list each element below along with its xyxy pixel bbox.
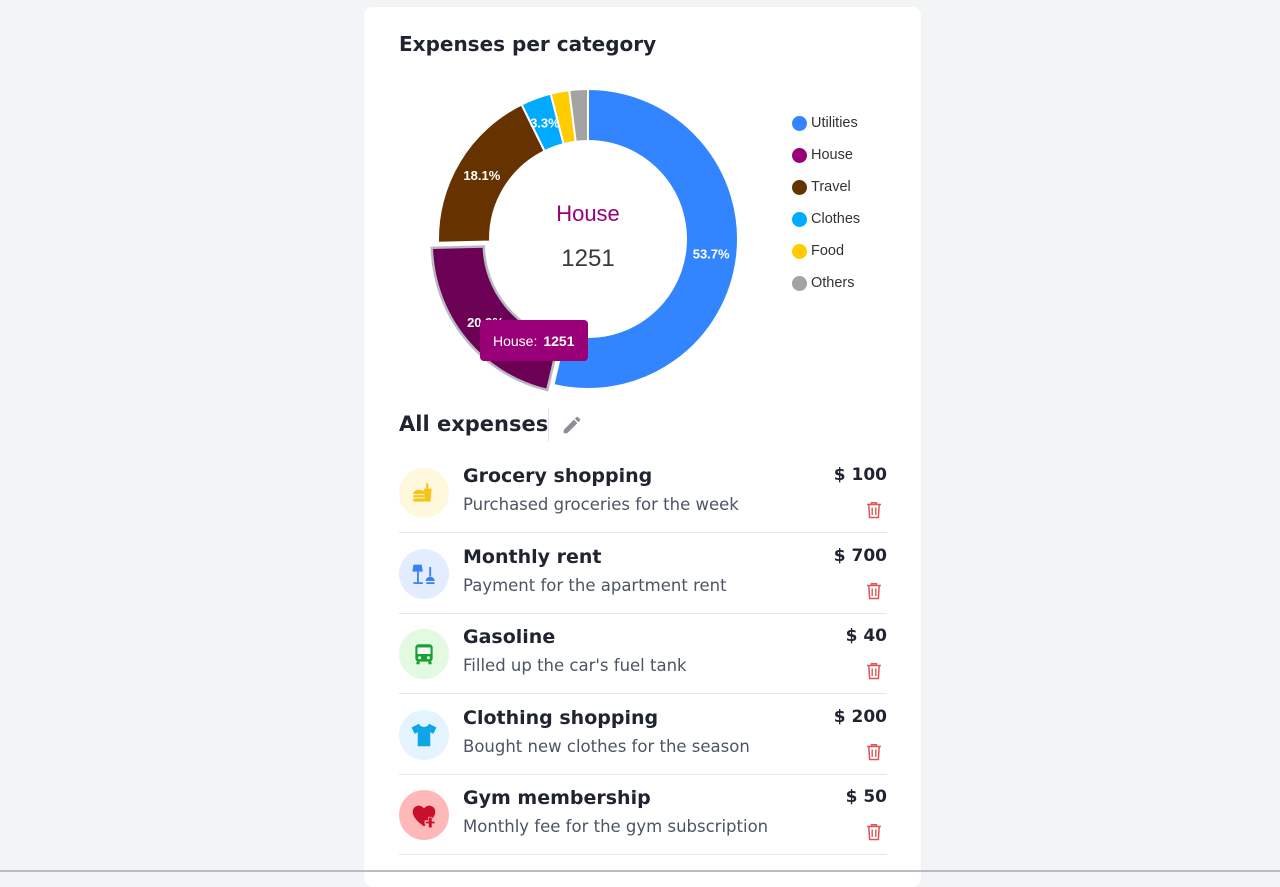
tshirt-icon <box>399 709 449 760</box>
slice-label-clothes: 3.3% <box>530 116 560 131</box>
expense-description: Monthly fee for the gym subscription <box>463 817 769 837</box>
legend-item-house[interactable]: House <box>792 139 860 171</box>
legend-dot-icon <box>792 115 807 131</box>
legend-dot-icon <box>792 275 807 291</box>
chart-legend: Utilities House Travel Clothes Food Others <box>792 107 860 299</box>
pencil-icon <box>563 416 581 434</box>
expense-title: Clothing shopping <box>463 706 659 729</box>
delete-expense-button[interactable] <box>865 742 883 762</box>
legend-label: Utilities <box>811 115 858 131</box>
legend-label: Clothes <box>811 211 861 227</box>
delete-expense-button[interactable] <box>865 500 883 520</box>
legend-label: Food <box>811 243 845 259</box>
legend-item-food[interactable]: Food <box>792 235 860 267</box>
expense-amount: $ 700 <box>833 545 887 566</box>
chart-center-value: 1251 <box>561 245 614 272</box>
expense-row[interactable]: Monthly rent Payment for the apartment re… <box>399 534 887 614</box>
expenses-card: Expenses per category 53.7%20.9%18.1%3.3… <box>364 7 921 887</box>
page-bottom-border <box>0 870 1280 872</box>
tooltip-value: 1251 <box>543 332 575 349</box>
expense-row[interactable]: Clothing shopping Bought new clothes for … <box>399 695 887 775</box>
expense-description: Bought new clothes for the season <box>463 736 750 756</box>
trash-icon <box>866 501 882 519</box>
chart-center-label: House <box>556 201 620 226</box>
trash-icon <box>866 823 882 841</box>
expense-amount: $ 40 <box>845 626 887 647</box>
donut-slice-others[interactable] <box>568 87 589 143</box>
legend-dot-icon <box>792 147 807 163</box>
delete-expense-button[interactable] <box>865 661 883 681</box>
legend-item-utilities[interactable]: Utilities <box>792 107 860 139</box>
chart-tooltip: House: 1251 <box>480 320 588 361</box>
tooltip-label: House: <box>493 332 538 349</box>
expense-row[interactable]: Gasoline Filled up the car's fuel tank $ 4… <box>399 614 887 695</box>
expense-amount: $ 100 <box>833 465 887 485</box>
expense-amount: $ 50 <box>845 787 887 808</box>
legend-item-clothes[interactable]: Clothes <box>792 203 860 235</box>
expense-description: Filled up the car's fuel tank <box>463 656 687 676</box>
title-divider <box>548 408 549 442</box>
expense-row[interactable]: Gym membership Monthly fee for the gym su… <box>399 775 887 856</box>
expense-list: Grocery shopping Purchased groceries for … <box>399 453 887 856</box>
delete-expense-button[interactable] <box>865 822 883 842</box>
expense-description: Payment for the apartment rent <box>463 575 727 595</box>
legend-dot-icon <box>792 211 807 227</box>
food-icon <box>399 468 449 518</box>
legend-item-others[interactable]: Others <box>792 267 860 299</box>
heart-plus-icon <box>399 790 449 841</box>
donut-slice-utilities[interactable] <box>552 87 739 390</box>
bus-icon <box>399 629 449 680</box>
all-expenses-title: All expenses <box>399 412 549 436</box>
legend-dot-icon <box>792 179 807 195</box>
edit-expenses-button[interactable] <box>559 412 585 438</box>
delete-expense-button[interactable] <box>865 581 883 601</box>
legend-item-travel[interactable]: Travel <box>792 171 860 203</box>
expense-description: Purchased groceries for the week <box>463 495 739 514</box>
slice-label-travel: 18.1% <box>463 168 500 183</box>
expense-title: Monthly rent <box>463 545 602 568</box>
trash-icon <box>866 662 882 680</box>
expense-title: Gasoline <box>463 626 556 649</box>
expense-title: Grocery shopping <box>463 465 653 487</box>
slice-label-utilities: 53.7% <box>693 246 730 261</box>
trash-icon <box>866 582 882 600</box>
chart-title: Expenses per category <box>399 32 657 56</box>
legend-label: Others <box>811 275 855 291</box>
expense-title: Gym membership <box>463 787 651 810</box>
legend-dot-icon <box>792 243 807 259</box>
lamp-icon <box>399 548 449 599</box>
expense-row[interactable]: Grocery shopping Purchased groceries for … <box>399 453 887 533</box>
legend-label: House <box>811 147 853 163</box>
expense-amount: $ 200 <box>833 706 887 727</box>
trash-icon <box>866 743 882 761</box>
legend-label: Travel <box>811 179 851 195</box>
